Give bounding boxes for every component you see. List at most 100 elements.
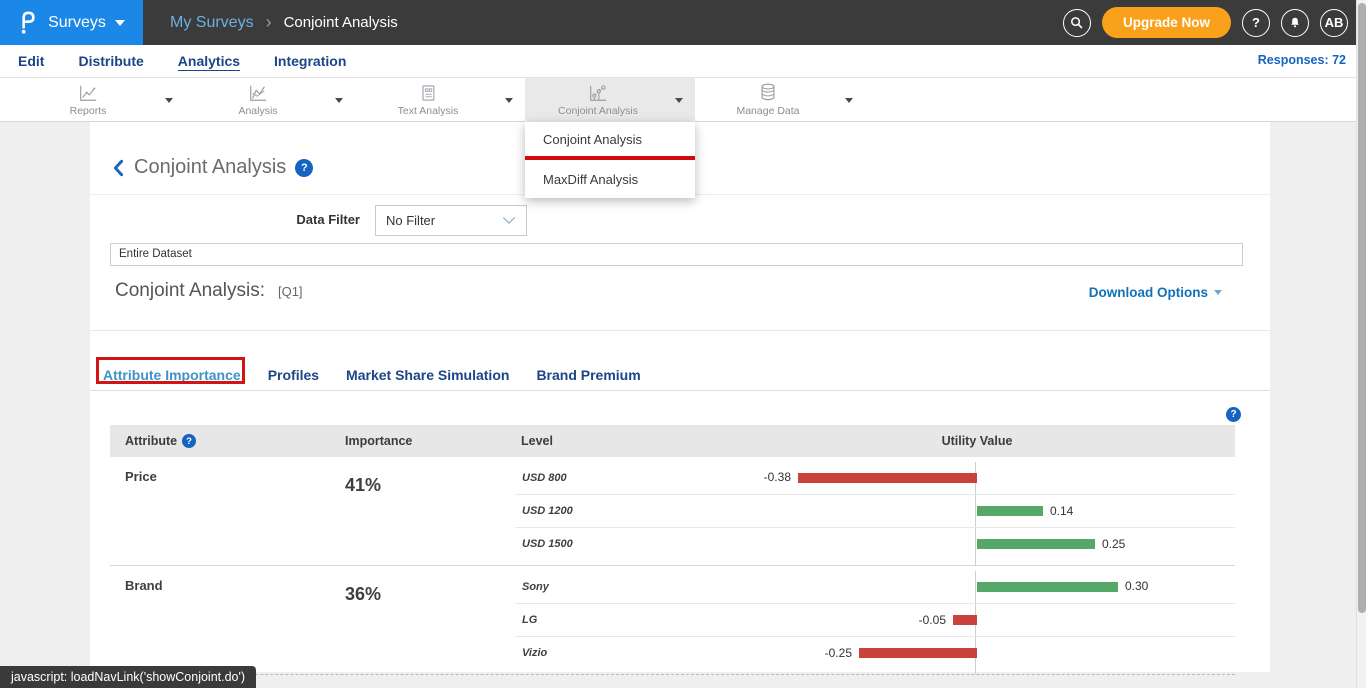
chevron-down-icon[interactable] [845, 98, 853, 103]
breadcrumb-separator-icon: › [265, 12, 272, 32]
toolbar-label: Analysis [238, 105, 278, 117]
notifications-button[interactable] [1281, 8, 1309, 37]
level-row: USD 1500 0.25 [515, 527, 1235, 560]
level-label: LG [522, 614, 538, 626]
utility-bar-chart: -0.25 [745, 637, 1235, 670]
toolbar-label: Conjoint Analysis [558, 105, 638, 117]
menu-item-conjoint-analysis[interactable]: Conjoint Analysis [543, 131, 642, 147]
tab-analytics[interactable]: Analytics [177, 52, 241, 71]
attribute-importance-table: Attribute ? Importance Level Utility Val… [110, 425, 1235, 675]
utility-value-label: 0.30 [1125, 579, 1149, 593]
menu-item-maxdiff-analysis[interactable]: MaxDiff Analysis [543, 171, 639, 187]
tab-brand-premium[interactable]: Brand Premium [536, 367, 641, 383]
dataset-field[interactable]: Entire Dataset [110, 243, 1243, 266]
chevron-down-icon [1214, 290, 1222, 295]
divider [110, 674, 1235, 675]
tab-integration[interactable]: Integration [274, 53, 347, 69]
level-row: USD 800 -0.38 [515, 461, 1235, 494]
level-row: Vizio -0.25 [515, 636, 1235, 669]
search-icon [1069, 15, 1084, 30]
product-menu[interactable]: Surveys [0, 0, 143, 45]
level-label: Vizio [522, 647, 548, 659]
utility-bar [977, 581, 1118, 592]
data-filter-value: No Filter [386, 213, 436, 228]
question-mark-icon: ? [1252, 15, 1260, 30]
utility-value-label: 0.14 [1050, 503, 1074, 518]
trend-chart-icon [247, 83, 269, 103]
column-header-importance: Importance [345, 434, 413, 448]
conjoint-dropdown-menu: Conjoint Analysis MaxDiff Analysis [525, 122, 695, 198]
table-row-price: Price 41% USD 800 -0.38 USD 1200 [110, 457, 1235, 565]
tab-distribute[interactable]: Distribute [78, 53, 144, 69]
chevron-down-icon[interactable] [335, 98, 343, 103]
column-header-level: Level [521, 434, 553, 448]
result-tabs: Attribute Importance Profiles Market Sha… [103, 360, 641, 390]
utility-bar [953, 615, 977, 625]
utility-bar-chart: -0.38 [745, 461, 1235, 494]
help-button[interactable]: ? [1242, 8, 1270, 37]
question-reference: [Q1] [277, 284, 303, 299]
divider [90, 330, 1270, 331]
top-header-bar: Surveys My Surveys › Conjoint Analysis U… [0, 0, 1366, 45]
toolbar-item-text-analysis[interactable]: Text Analysis [355, 78, 525, 122]
level-label: USD 1500 [522, 538, 573, 550]
breadcrumb-my-surveys[interactable]: My Surveys [170, 13, 254, 31]
table-help-icon[interactable]: ? [1226, 407, 1241, 422]
survey-nav-bar: Edit Distribute Analytics Integration Re… [0, 45, 1366, 78]
utility-bar-chart: 0.30 [745, 570, 1235, 603]
level-label: USD 800 [522, 471, 567, 484]
attribute-name: Price [125, 469, 157, 484]
column-header-utility-value: Utility Value [941, 434, 1013, 448]
search-button[interactable] [1062, 8, 1091, 37]
section-heading: Conjoint Analysis: [Q1] [115, 280, 303, 302]
toolbar-item-analysis[interactable]: Analysis [185, 78, 355, 122]
data-filter-select[interactable]: No Filter [375, 205, 527, 236]
vertical-scrollbar[interactable] [1356, 0, 1366, 688]
toolbar-item-manage-data[interactable]: Manage Data [695, 78, 865, 122]
header-actions: Upgrade Now ? AB [1062, 0, 1348, 45]
annotation-red-underline [525, 156, 695, 160]
data-filter-label: Data Filter [296, 212, 360, 227]
level-label: Sony [522, 580, 549, 593]
analytics-toolbar: Reports Analysis Text Analysis [0, 78, 1366, 122]
status-bar-link-preview: javascript: loadNavLink('showConjoint.do… [0, 666, 257, 688]
utility-axis-line [975, 462, 976, 565]
utility-value-label: -0.25 [824, 645, 852, 660]
attribute-name: Brand [125, 578, 163, 593]
responses-count[interactable]: Responses: 72 [1257, 53, 1346, 67]
tab-profiles[interactable]: Profiles [267, 367, 320, 383]
level-row: LG -0.05 [515, 603, 1235, 636]
back-button[interactable] [112, 159, 125, 177]
tab-attribute-importance[interactable]: Attribute Importance [103, 367, 241, 383]
database-icon [757, 83, 779, 103]
column-header-attribute: Attribute [125, 434, 178, 448]
divider [90, 390, 1270, 391]
attribute-help-icon[interactable]: ? [182, 434, 197, 448]
chevron-down-icon[interactable] [165, 98, 173, 103]
avatar-initials: AB [1324, 15, 1344, 30]
page-help-icon[interactable]: ? [295, 158, 314, 177]
bell-icon [1288, 16, 1302, 30]
chevron-down-icon[interactable] [675, 98, 683, 103]
utility-bar-chart: 0.14 [745, 495, 1235, 528]
level-row: USD 1200 0.14 [515, 494, 1235, 527]
tab-edit[interactable]: Edit [18, 53, 45, 69]
scrollbar-thumb[interactable] [1358, 3, 1366, 613]
chevron-down-icon [114, 19, 125, 26]
avatar[interactable]: AB [1320, 8, 1348, 37]
breadcrumb: My Surveys › Conjoint Analysis [170, 0, 398, 45]
toolbar-item-reports[interactable]: Reports [15, 78, 185, 122]
breadcrumb-current: Conjoint Analysis [283, 14, 398, 31]
download-options-label: Download Options [1088, 285, 1208, 300]
toolbar-item-conjoint-analysis[interactable]: Conjoint Analysis [525, 78, 695, 122]
upgrade-now-button[interactable]: Upgrade Now [1101, 7, 1231, 38]
utility-bar [977, 506, 1043, 516]
download-options-button[interactable]: Download Options [1089, 285, 1222, 300]
tab-market-share-simulation[interactable]: Market Share Simulation [346, 367, 510, 383]
chevron-down-icon[interactable] [505, 98, 513, 103]
utility-bar-chart: 0.25 [745, 528, 1235, 561]
chevron-down-icon [502, 216, 516, 225]
utility-value-label: -0.05 [918, 612, 946, 627]
questionpro-logo-icon [18, 9, 39, 36]
